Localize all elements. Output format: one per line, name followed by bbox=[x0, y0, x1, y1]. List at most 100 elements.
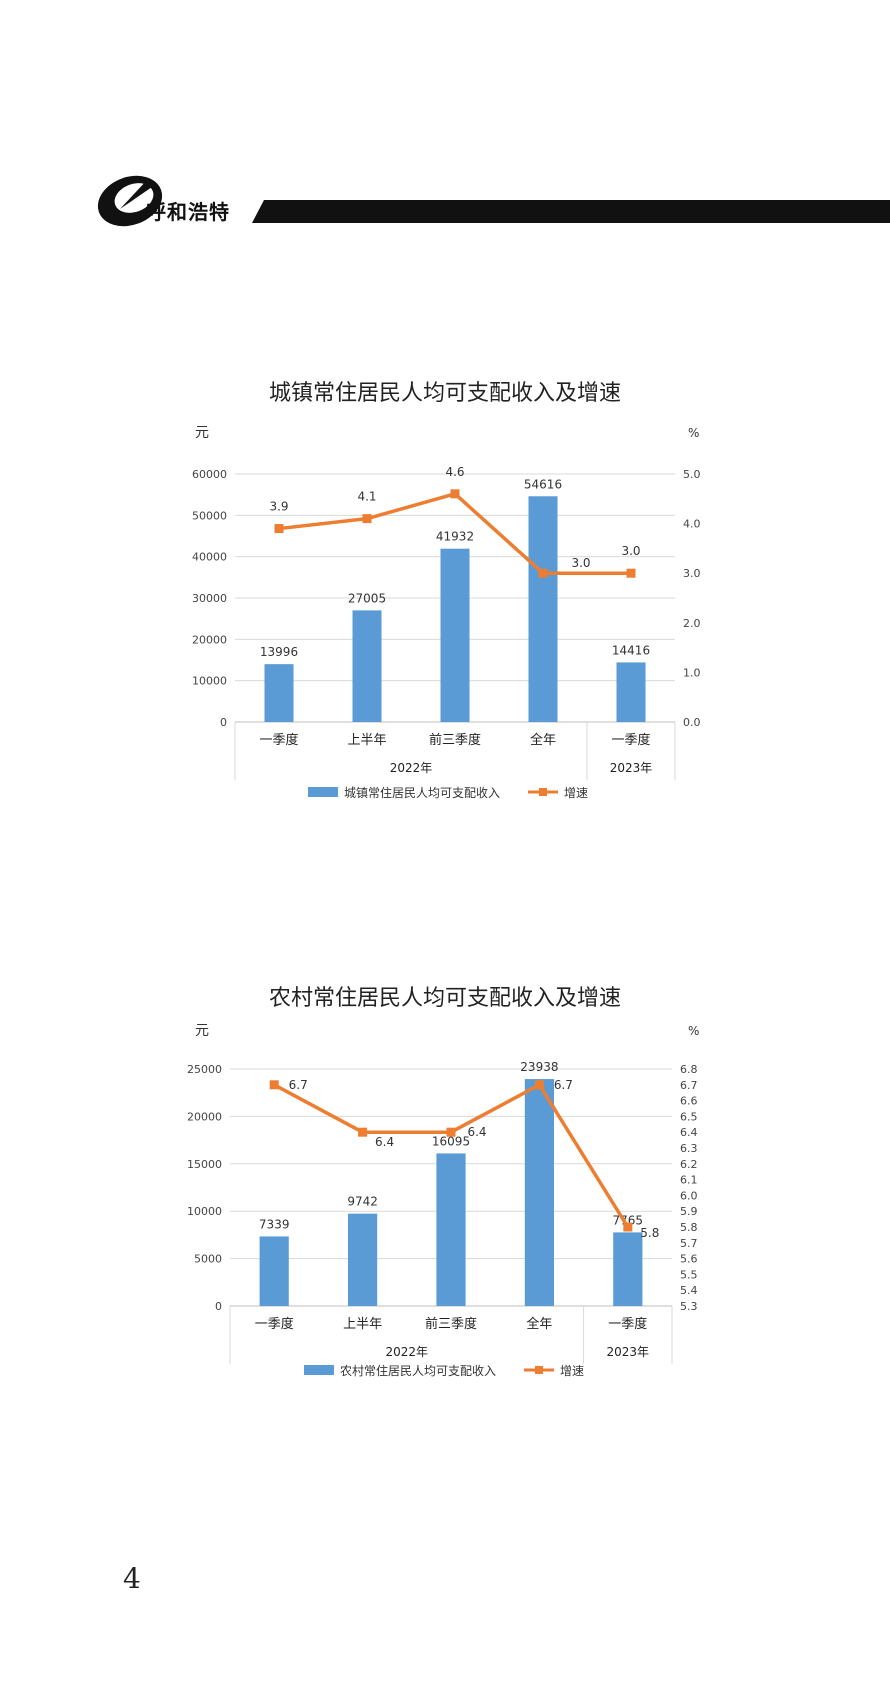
bar-data-label: 41932 bbox=[436, 530, 474, 544]
growth-marker bbox=[274, 524, 284, 534]
growth-data-label: 4.6 bbox=[445, 465, 464, 479]
legend-label-bar: 城镇常住居民人均可支配收入 bbox=[344, 786, 500, 800]
bar-data-label: 13996 bbox=[260, 645, 298, 659]
growth-data-label: 6.4 bbox=[467, 1125, 486, 1139]
bar bbox=[524, 1079, 554, 1306]
y2-tick-label: 6.2 bbox=[680, 1158, 698, 1171]
x-tick-label: 一季度 bbox=[608, 1316, 647, 1332]
y-tick-label: 30000 bbox=[192, 592, 227, 605]
bar bbox=[528, 496, 558, 722]
x-group-label: 2022年 bbox=[386, 1345, 429, 1359]
hohhot-logo-icon bbox=[97, 175, 163, 227]
growth-data-label: 3.9 bbox=[269, 500, 288, 514]
growth-data-label: 6.7 bbox=[289, 1078, 308, 1092]
y-tick-label: 20000 bbox=[192, 633, 227, 646]
bar bbox=[613, 1232, 643, 1306]
growth-data-label: 5.8 bbox=[640, 1226, 659, 1240]
y2-tick-label: 6.4 bbox=[680, 1126, 698, 1139]
bar-data-label: 54616 bbox=[524, 477, 562, 491]
y2-tick-label: 2.0 bbox=[683, 617, 701, 630]
bar-data-label: 16095 bbox=[432, 1134, 470, 1148]
x-group-label: 2022年 bbox=[390, 761, 433, 775]
y-tick-label: 40000 bbox=[192, 551, 227, 564]
page-number: 4 bbox=[123, 1562, 141, 1595]
y2-tick-label: 6.5 bbox=[680, 1110, 698, 1123]
growth-data-label: 3.0 bbox=[621, 544, 640, 558]
y2-tick-label: 6.3 bbox=[680, 1142, 698, 1155]
bar bbox=[352, 610, 382, 722]
y2-tick-label: 5.5 bbox=[680, 1268, 698, 1281]
y2-axis-unit-label: % bbox=[688, 426, 699, 440]
growth-data-label: 4.1 bbox=[357, 490, 376, 504]
y2-tick-label: 4.0 bbox=[683, 518, 701, 531]
x-tick-label: 全年 bbox=[530, 732, 556, 748]
bar bbox=[348, 1213, 378, 1306]
bar bbox=[616, 662, 646, 722]
y2-tick-label: 5.7 bbox=[680, 1237, 698, 1250]
y2-tick-label: 6.0 bbox=[680, 1189, 698, 1202]
y2-tick-label: 5.8 bbox=[680, 1221, 698, 1234]
y2-tick-label: 1.0 bbox=[683, 666, 701, 679]
growth-marker bbox=[450, 489, 460, 499]
x-group-label: 2023年 bbox=[610, 761, 653, 775]
legend-swatch-marker bbox=[539, 788, 547, 796]
y2-tick-label: 6.8 bbox=[680, 1063, 698, 1076]
growth-marker bbox=[623, 1222, 633, 1232]
y2-tick-label: 5.0 bbox=[683, 468, 701, 481]
y2-tick-label: 6.1 bbox=[680, 1174, 698, 1187]
growth-data-label: 3.0 bbox=[571, 556, 590, 570]
x-group-label: 2023年 bbox=[607, 1345, 650, 1359]
y-tick-label: 50000 bbox=[192, 509, 227, 522]
x-tick-label: 前三季度 bbox=[429, 732, 481, 748]
y-tick-label: 10000 bbox=[192, 675, 227, 688]
bar-data-label: 14416 bbox=[612, 643, 650, 657]
y-tick-label: 5000 bbox=[194, 1253, 222, 1266]
growth-marker bbox=[534, 1080, 544, 1090]
bar-data-label: 23938 bbox=[520, 1060, 558, 1074]
header-bar bbox=[252, 200, 890, 223]
y-tick-label: 20000 bbox=[187, 1110, 222, 1123]
x-tick-label: 上半年 bbox=[343, 1317, 382, 1332]
growth-data-label: 6.7 bbox=[554, 1078, 573, 1092]
bar bbox=[436, 1153, 466, 1306]
x-tick-label: 一季度 bbox=[255, 1316, 294, 1332]
y-axis-unit-label: 元 bbox=[195, 1023, 209, 1039]
growth-marker bbox=[538, 568, 548, 578]
y-tick-label: 25000 bbox=[187, 1063, 222, 1076]
y2-axis-unit-label: % bbox=[688, 1024, 699, 1038]
chart-title: 城镇常住居民人均可支配收入及增速 bbox=[269, 381, 621, 406]
y2-tick-label: 3.0 bbox=[683, 567, 701, 580]
y2-tick-label: 5.4 bbox=[680, 1284, 698, 1297]
growth-data-label: 6.4 bbox=[375, 1135, 394, 1149]
y2-tick-label: 5.3 bbox=[680, 1300, 698, 1313]
growth-marker bbox=[446, 1127, 456, 1137]
bar-data-label: 9742 bbox=[347, 1195, 378, 1209]
legend-swatch-bar bbox=[304, 1365, 334, 1375]
rural-income-chart: 农村常住居民人均可支配收入及增速元% 0 5000 10000 15000 20000 25… bbox=[0, 965, 890, 1435]
y-tick-label: 60000 bbox=[192, 468, 227, 481]
growth-marker bbox=[358, 1127, 368, 1137]
legend-swatch-bar bbox=[308, 787, 338, 797]
legend-label-bar: 农村常住居民人均可支配收入 bbox=[340, 1364, 496, 1378]
x-tick-label: 一季度 bbox=[611, 732, 650, 748]
y2-tick-label: 6.6 bbox=[680, 1095, 698, 1108]
legend-swatch-marker bbox=[535, 1366, 543, 1374]
y2-tick-label: 0.0 bbox=[683, 716, 701, 729]
logo-text: 呼和浩特 bbox=[146, 200, 230, 224]
x-tick-label: 上半年 bbox=[347, 733, 386, 748]
bar-data-label: 7339 bbox=[259, 1217, 290, 1231]
growth-marker bbox=[362, 514, 372, 524]
page-header bbox=[97, 175, 890, 227]
bar-data-label: 27005 bbox=[348, 591, 386, 605]
bar bbox=[440, 548, 470, 722]
y2-tick-label: 5.6 bbox=[680, 1253, 698, 1266]
x-tick-label: 全年 bbox=[526, 1316, 552, 1332]
bar bbox=[264, 664, 294, 722]
chart-title: 农村常住居民人均可支配收入及增速 bbox=[269, 986, 621, 1011]
bar bbox=[259, 1236, 289, 1306]
urban-income-chart: 城镇常住居民人均可支配收入及增速元% 0 10000 20000 30000 40000 5… bbox=[0, 360, 890, 830]
y-tick-label: 10000 bbox=[187, 1205, 222, 1218]
growth-marker bbox=[269, 1080, 279, 1090]
